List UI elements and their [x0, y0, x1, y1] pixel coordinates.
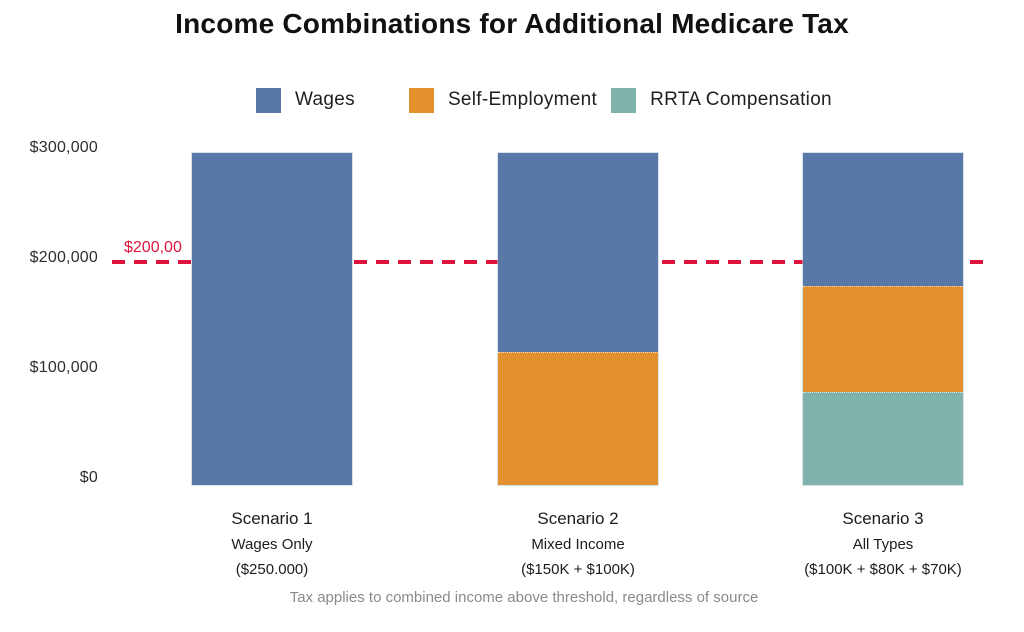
legend-label: Wages: [295, 89, 355, 110]
category-sublabel: ($150K + $100K): [521, 561, 635, 578]
category-sublabel: ($100K + $80K + $70K): [804, 561, 962, 578]
x-label-group-1: Scenario 1 Wages Only ($250.000): [132, 506, 412, 582]
bar-segment-wages: [803, 153, 963, 286]
legend-swatch-icon: [408, 87, 434, 113]
legend: Wages Self-Employment RRTA Compensation: [256, 87, 832, 113]
y-tick-label: $300,000: [29, 139, 98, 156]
bar-segment-self-employment: [498, 352, 658, 485]
threshold-label: $200,00: [124, 239, 182, 256]
legend-swatch-icon: [611, 87, 637, 113]
category-name: Scenario 3: [842, 509, 924, 528]
bar-segment-rrta-compensation: [803, 392, 963, 485]
stacked-bar-3: [803, 153, 963, 485]
category-sublabel: Wages Only: [231, 536, 313, 553]
stacked-bar-1: [192, 153, 352, 485]
bar-segment-self-employment: [803, 285, 963, 393]
category-name: Scenario 2: [537, 509, 619, 528]
legend-label: Self-Employment: [447, 89, 598, 110]
legend-swatch-icon: [256, 87, 281, 113]
chart-title: Income Combinations for Additional Medic…: [175, 8, 849, 39]
category-sublabel: Mixed Income: [531, 536, 625, 553]
stacked-bar-2: [498, 153, 658, 485]
legend-item-2: RRTA Compensation: [611, 87, 832, 113]
legend-item-0: Wages: [256, 87, 355, 113]
legend-item-1: Self-Employment: [408, 87, 598, 113]
bar-segment-wages: [498, 153, 658, 353]
x-label-group-2: Scenario 2 Mixed Income ($150K + $100K): [438, 506, 718, 582]
category-name: Scenario 1: [231, 509, 313, 528]
footnote: Tax applies to combined income above thr…: [289, 589, 759, 606]
y-tick-label: $200,000: [29, 249, 98, 266]
category-sublabel: All Types: [852, 536, 914, 553]
legend-label: RRTA Compensation: [650, 89, 832, 110]
y-tick-label: $0: [79, 469, 98, 486]
y-tick-label: $100,000: [29, 359, 98, 376]
bar-segment-wages: [192, 153, 352, 485]
x-label-group-3: Scenario 3 All Types ($100K + $80K + $70K): [743, 506, 1023, 582]
category-sublabel: ($250.000): [235, 561, 309, 578]
